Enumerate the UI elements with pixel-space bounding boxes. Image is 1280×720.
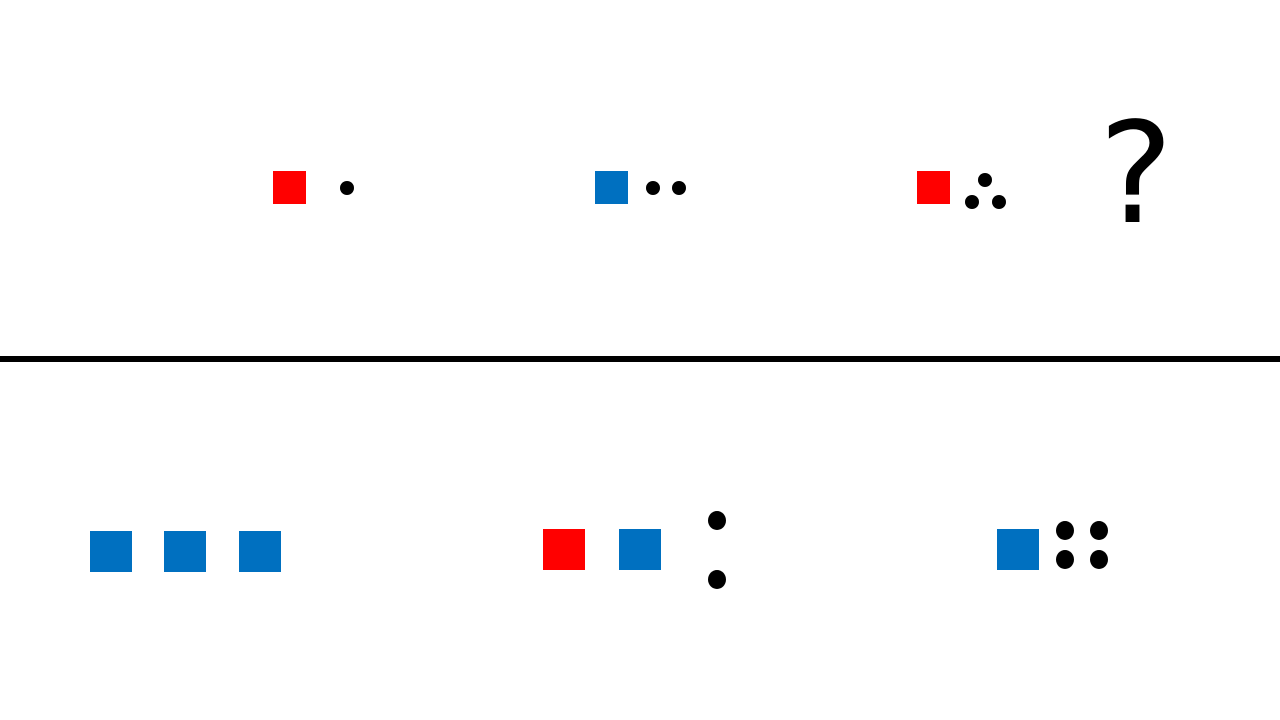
- dot: [340, 181, 354, 195]
- dot: [1056, 521, 1074, 540]
- dot: [965, 195, 979, 209]
- dot: [1090, 521, 1108, 540]
- dot: [1090, 550, 1108, 569]
- dot: [646, 181, 660, 195]
- square-blue: [997, 529, 1039, 570]
- dot: [1056, 550, 1074, 569]
- dot: [992, 195, 1006, 209]
- square-red: [543, 529, 585, 570]
- dot: [672, 181, 686, 195]
- square-blue: [595, 171, 628, 204]
- square-blue: [239, 531, 281, 572]
- square-blue: [619, 529, 661, 570]
- dot: [708, 570, 726, 589]
- square-blue: [164, 531, 206, 572]
- question-mark: ?: [1098, 93, 1174, 256]
- square-red: [917, 171, 950, 204]
- square-blue: [90, 531, 132, 572]
- divider-line: [0, 356, 1280, 362]
- square-red: [273, 171, 306, 204]
- dot: [708, 511, 726, 530]
- dot: [978, 173, 992, 187]
